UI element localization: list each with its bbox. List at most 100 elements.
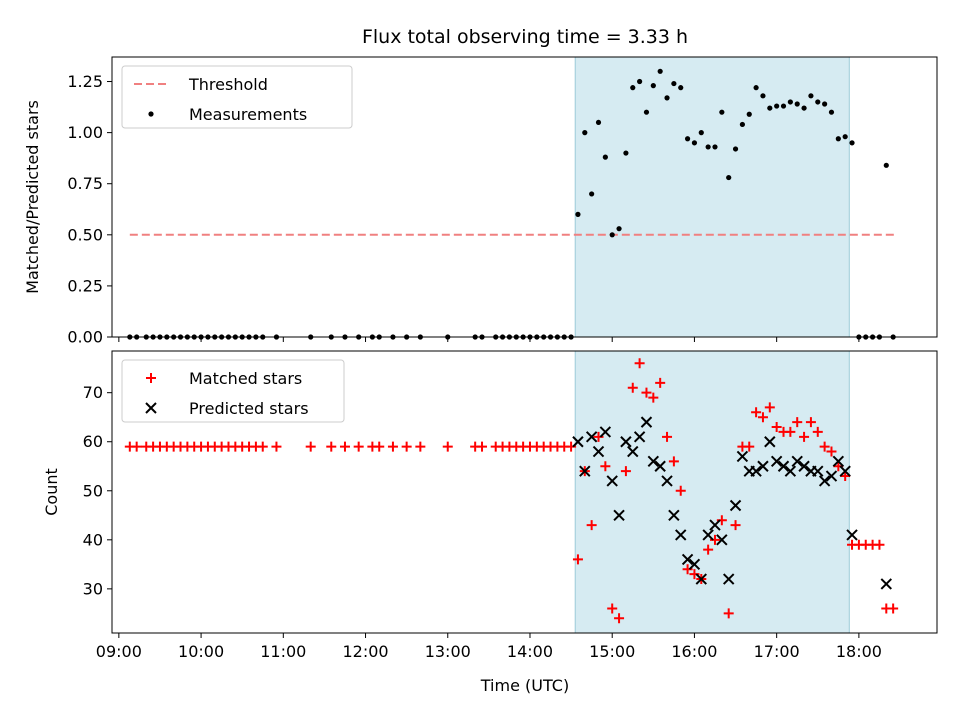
predicted-point [606,475,618,487]
legend-label: Predicted stars [189,399,309,418]
panel-2: 30 40 50 60 70 09:00 10:00 11:00 12:00 13:00 14:00… [42,350,938,661]
measurement-point [780,103,787,109]
x-tick-label: 14:00 [507,642,553,661]
predicted-point [757,460,769,472]
chart-panels: 0.00 0.25 0.50 0.75 1.00 1.25 Matched/Predicte… [23,56,938,661]
x-tick-label: 17:00 [754,642,800,661]
matched-point [764,402,775,413]
measurement-point [849,140,855,146]
x-tick-label: 18:00 [836,642,882,661]
matched-point [600,461,611,472]
y-tick-label: 0.00 [67,328,103,347]
predicted-point [647,455,660,468]
legend-label: Measurements [189,105,307,124]
predicted-point [832,455,845,468]
predicted-point [633,431,646,443]
measurement-point [678,85,684,91]
y-tick-label: 0.25 [67,276,103,295]
matched-point [655,377,666,388]
panel-1: 0.00 0.25 0.50 0.75 1.00 1.25 Matched/Predicte… [23,56,938,347]
x-tick-label: 11:00 [260,642,306,661]
measurement-point [623,150,629,156]
legend-box [121,359,345,423]
predicted-point [627,445,639,458]
measurement-point [726,174,732,181]
matched-point [799,431,810,442]
axes-frame [111,350,938,634]
predicted-point [770,455,783,468]
measurement-point [732,146,739,152]
predicted-point [777,460,790,472]
measurement-point [691,140,698,146]
predicted-point [880,578,893,590]
measurement-point [794,101,800,107]
measurement-point [616,226,622,232]
chart-title: Flux total observing time = 3.33 h [362,26,688,48]
matched-point [353,441,364,452]
measurement-point [787,99,793,105]
matched-point [812,426,823,437]
predicted-point [825,470,838,482]
measurement-point [822,101,828,107]
measurement-point [575,211,581,217]
legend: Matched stars Predicted stars [121,359,345,423]
predicted-point [750,465,762,477]
predicted-point [764,436,776,448]
measurement-point [657,68,663,74]
measurement-point [637,78,643,85]
y-tick-label: 30 [83,579,103,598]
measurement-point [828,109,835,115]
matched-point [271,441,282,452]
legend-measurement-swatch [148,111,154,117]
predicted-point [791,455,803,468]
matched-point [826,446,837,457]
series-x [572,416,893,590]
y-axis-label: Matched/Predicted stars [23,100,42,294]
predicted-point [681,553,694,566]
predicted-point [654,460,666,472]
measurement-point [595,119,602,126]
legend-label: Threshold [188,75,268,94]
x-tick-label: 15:00 [589,642,635,661]
predicted-point [709,519,721,531]
predicted-point [599,426,612,438]
y-tick-label: 70 [83,383,103,402]
legend-label: Matched stars [189,369,302,388]
measurement-point [739,121,745,128]
measurement-point [760,93,766,99]
predicted-point [675,529,687,541]
x-tick-label: 10:00 [178,642,224,661]
y-tick-label: 0.50 [67,225,103,244]
matched-point [675,485,686,496]
legend: Threshold Measurements [121,65,353,129]
predicted-point [736,450,749,463]
measurement-point [705,144,711,150]
predicted-point [613,509,625,522]
predicted-point [812,465,824,477]
matched-point [257,441,268,452]
matched-point [326,441,337,452]
matched-point [620,466,631,477]
matched-point [627,382,638,393]
predicted-point [572,436,584,448]
measurement-point [609,232,615,238]
measurement-point [767,105,773,111]
predicted-point [695,573,707,585]
matched-point [648,392,659,403]
measurement-point [712,144,718,150]
measurement-point [774,103,780,109]
matched-point [339,441,350,452]
predicted-point [722,573,735,585]
matched-point [387,441,398,452]
measurement-point [698,130,704,136]
matched-point [703,544,714,555]
y-tick-label: 60 [83,432,103,451]
measurement-point [753,85,759,91]
measurement-point [835,136,841,142]
y-tick-label: 1.00 [67,123,103,142]
predicted-point [798,460,810,472]
legend-box [121,65,353,129]
matched-point [874,539,885,550]
predicted-point [839,465,851,477]
matched-point [792,417,803,428]
